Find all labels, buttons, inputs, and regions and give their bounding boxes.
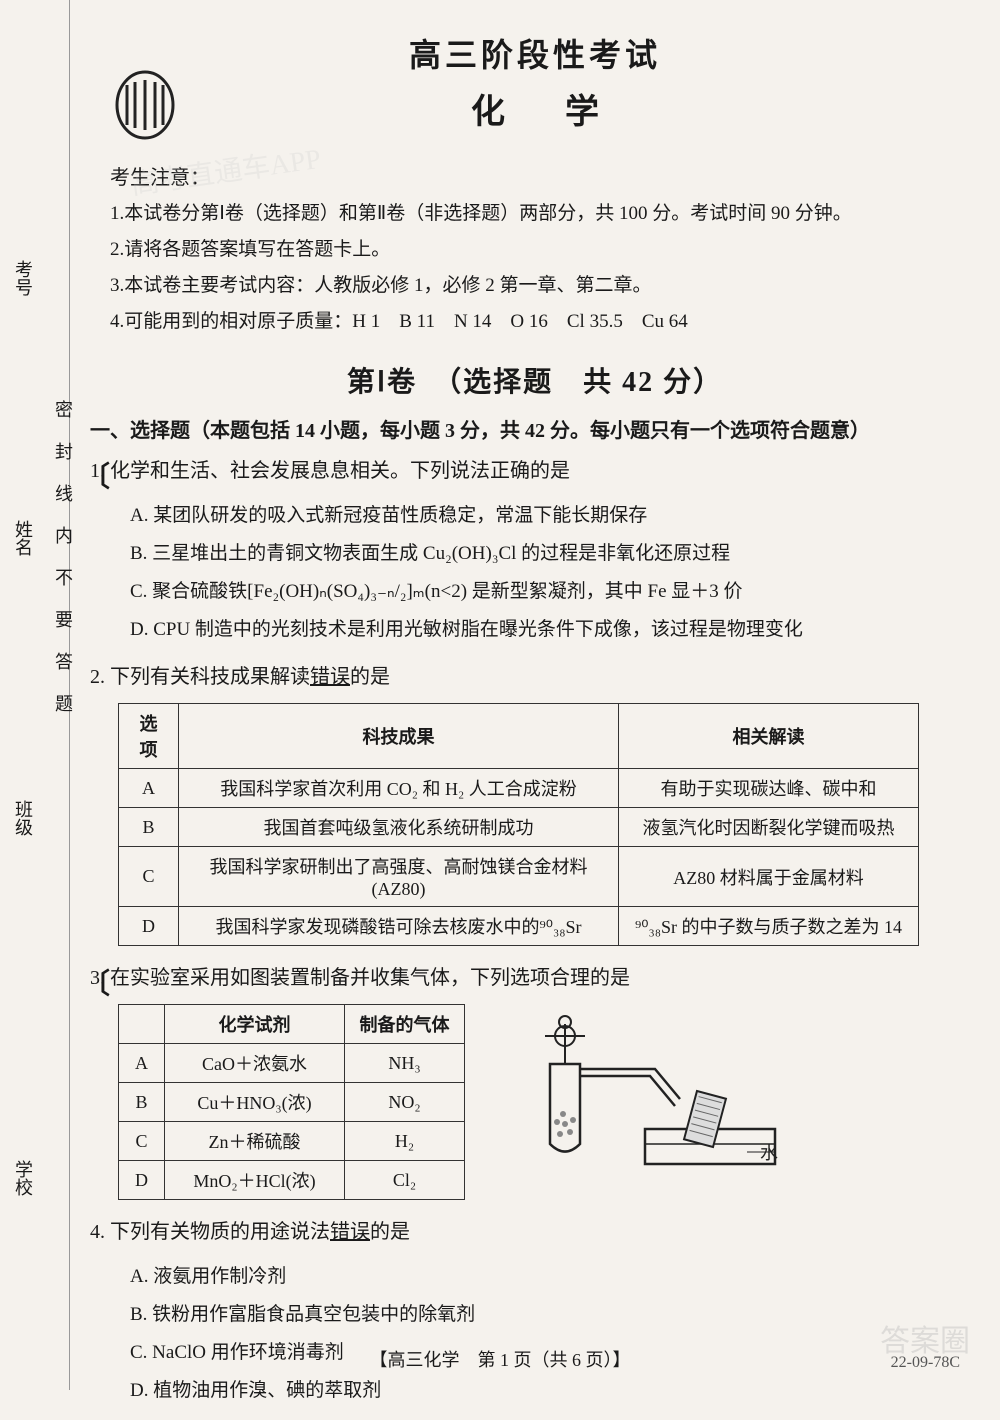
bracket-icon: 〔 [82, 453, 110, 503]
q4-option-d: D. 植物油用作溴、碘的萃取剂 [130, 1372, 980, 1410]
exam-title: 高三阶段性考试 [90, 30, 980, 76]
notice-list: 1.本试卷分第Ⅰ卷（选择题）和第Ⅱ卷（非选择题）两部分，共 100 分。考试时间… [110, 196, 980, 340]
notice-item: 2.请将各题答案填写在答题卡上。 [110, 232, 980, 268]
bracket-icon: 〔 [82, 960, 110, 1010]
side-xingming: 姓名 [10, 520, 36, 556]
publisher-logo [115, 70, 175, 140]
table-row: CZn＋稀硫酸H₂ [119, 1122, 465, 1161]
q4-option-b: B. 铁粉用作富脂食品真空包装中的除氧剂 [130, 1296, 980, 1334]
section-1-title: 第Ⅰ卷 （选择题 共 42 分） [90, 360, 980, 400]
side-banji: 班级 [10, 800, 36, 836]
side-seal-text: 密封线内不要答题 [50, 400, 76, 736]
q2-stem: 2. 下列有关科技成果解读错误的是 [90, 659, 980, 695]
table-row: DMnO₂＋HCl(浓)Cl₂ [119, 1161, 465, 1200]
table-row: BCu＋HNO₃(浓)NO₂ [119, 1083, 465, 1122]
binding-margin: 考号 姓名 班级 学校 密封线内不要答题 [0, 0, 70, 1390]
table-row: D我国科学家发现磷酸锆可除去核废水中的⁹⁰₃₈Sr⁹⁰₃₈Sr 的中子数与质子数… [119, 907, 919, 946]
table-row: C我国科学家研制出了高强度、高耐蚀镁合金材料(AZ80)AZ80 材料属于金属材… [119, 847, 919, 907]
page-footer: 【高三化学 第 1 页（共 6 页）】 [0, 1346, 1000, 1372]
q1-options: A. 某团队研发的吸入式新冠疫苗性质稳定，常温下能长期保存 B. 三星堆出土的青… [130, 497, 980, 649]
side-kaohao: 考号 [10, 260, 36, 296]
q2-th: 选项 [119, 704, 179, 769]
q1-option-a: A. 某团队研发的吸入式新冠疫苗性质稳定，常温下能长期保存 [130, 497, 980, 535]
apparatus-diagram: 水 [515, 1014, 795, 1179]
q3-table: 化学试剂 制备的气体 ACaO＋浓氨水NH₃ BCu＋HNO₃(浓)NO₂ CZ… [118, 1004, 465, 1200]
q4-stem: 4. 下列有关物质的用途说法错误的是 [90, 1214, 980, 1250]
section-1-subsection: 一、选择题（本题包括 14 小题，每小题 3 分，共 42 分。每小题只有一个选… [90, 414, 980, 443]
table-row: ACaO＋浓氨水NH₃ [119, 1044, 465, 1083]
q1-option-b: B. 三星堆出土的青铜文物表面生成 Cu₂(OH)₃Cl 的过程是非氧化还原过程 [130, 535, 980, 573]
answer-watermark: 答案圈 [880, 1316, 970, 1360]
side-xuexiao: 学校 [10, 1160, 36, 1196]
q3-stem: 〔 3. 在实验室采用如图装置制备并收集气体，下列选项合理的是 [90, 960, 980, 996]
q2-th: 科技成果 [179, 704, 619, 769]
watermark-faint: 高考直通车APP [128, 137, 323, 203]
notice-item: 4.可能用到的相对原子质量：H 1 B 11 N 14 O 16 Cl 35.5… [110, 304, 980, 340]
q1-option-d: D. CPU 制造中的光刻技术是利用光敏树脂在曝光条件下成像，该过程是物理变化 [130, 611, 980, 649]
table-row: B我国首套吨级氢液化系统研制成功液氢汽化时因断裂化学键而吸热 [119, 808, 919, 847]
notice-item: 3.本试卷主要考试内容：人教版必修 1，必修 2 第一章、第二章。 [110, 268, 980, 304]
exam-subject: 化学 [90, 84, 980, 133]
q4-option-a: A. 液氨用作制冷剂 [130, 1258, 980, 1296]
page-content: 高三阶段性考试 化学 高考直通车APP 考生注意： 1.本试卷分第Ⅰ卷（选择题）… [90, 30, 980, 1420]
q2-th: 相关解读 [619, 704, 919, 769]
water-label: 水 [760, 1143, 778, 1163]
q1-option-c: C. 聚合硫酸铁[Fe₂(OH)ₙ(SO₄)₃₋ₙ/₂]ₘ(n<2) 是新型絮凝… [130, 573, 980, 611]
notice-item: 1.本试卷分第Ⅰ卷（选择题）和第Ⅱ卷（非选择题）两部分，共 100 分。考试时间… [110, 196, 980, 232]
q1-stem: 〔 1. 化学和生活、社会发展息息相关。下列说法正确的是 [90, 453, 980, 489]
q2-table: 选项 科技成果 相关解读 A我国科学家首次利用 CO₂ 和 H₂ 人工合成淀粉有… [118, 703, 919, 946]
q4-options: A. 液氨用作制冷剂 B. 铁粉用作富脂食品真空包装中的除氧剂 C. NaClO… [130, 1258, 980, 1410]
table-row: A我国科学家首次利用 CO₂ 和 H₂ 人工合成淀粉有助于实现碳达峰、碳中和 [119, 769, 919, 808]
